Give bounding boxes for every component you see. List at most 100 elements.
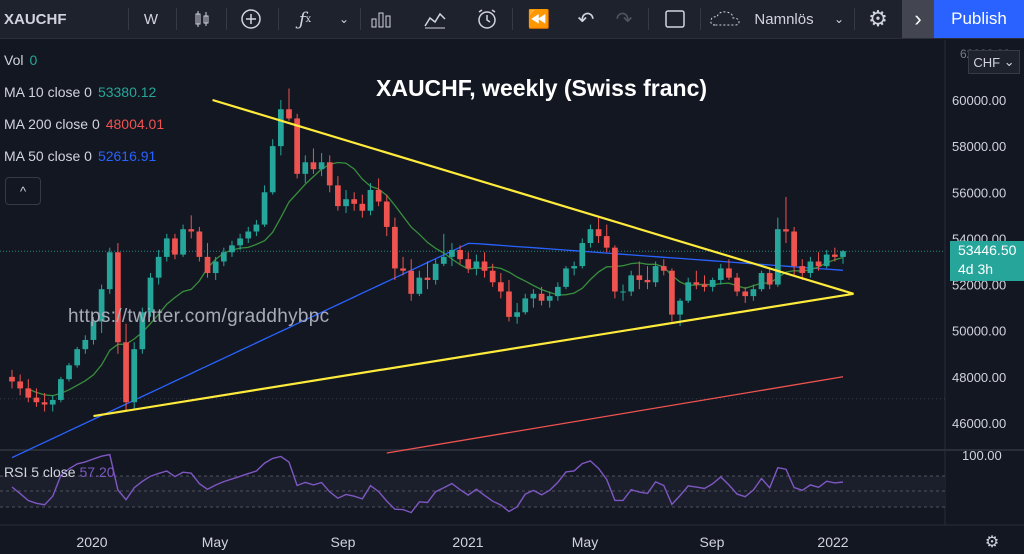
legend-vol-label: Vol [4,52,24,68]
candle-body [709,279,716,287]
candle-body [628,275,635,292]
toolbar-divider [176,8,177,30]
candle-body [823,254,830,267]
legend-ma10[interactable]: MA 10 close 0 53380.12 [4,84,156,100]
toolbar-divider [854,8,855,30]
candle-body [489,270,496,283]
candle-body [416,277,423,294]
candle-body [383,201,390,227]
candle-body [563,268,569,287]
candle-body [58,379,64,400]
legend-collapse-button[interactable]: ^ [5,177,41,205]
legend-ma50-value: 52616.91 [97,148,157,164]
candle-body [261,192,268,225]
time-tick-label: May [202,534,228,550]
candle-body [612,247,618,292]
add-compare-icon[interactable] [234,0,268,38]
lower-trendline [93,292,854,418]
candle-body [351,199,358,204]
legend-ma50[interactable]: MA 50 close 0 52616.91 [4,148,156,164]
candle-body [742,291,749,297]
cloud-icon [708,0,744,38]
publish-button[interactable]: Publish [934,0,1024,38]
candle-body [693,282,700,285]
candle-body [196,231,203,257]
rsi-tick-label: 100.00 [962,448,1002,463]
legend-rsi-value: 57.20 [79,464,115,480]
candle-body [392,226,398,269]
candle-body [644,279,651,283]
layout-name[interactable]: Namnlös [754,10,814,28]
candle-body [579,243,586,267]
legend-ma10-label: MA 10 close 0 [4,84,92,100]
redo-icon[interactable]: ↷ [615,8,633,31]
alert-icon[interactable] [472,0,502,38]
candle-body [497,282,504,292]
currency-selector[interactable]: CHF ⌄ [968,50,1020,74]
candle-body [188,229,195,232]
candle-body [603,236,610,248]
legend-ma50-label: MA 50 close 0 [4,148,92,164]
symbol-search[interactable]: XAUCHF [4,10,67,28]
price-tick-label: 56000.00 [952,185,1006,200]
chevron-right-icon[interactable]: › [902,0,934,38]
price-tick-label: 60000.00 [952,93,1006,108]
candle-body [139,312,146,350]
ma10-line [28,161,844,397]
interval-button[interactable]: W [143,10,159,28]
candle-body [375,189,382,202]
replay-icon[interactable]: ⏪ [527,8,551,29]
legend-ma200-value: 48004.01 [105,116,165,132]
candle-body [98,289,105,322]
toolbar-divider [648,8,649,30]
candle-body [123,342,129,403]
legend-rsi[interactable]: RSI 5 close 57.20 [4,464,115,480]
candle-body [522,298,529,313]
candle-body [457,249,463,260]
legend-rsi-label: RSI 5 close [4,464,76,480]
candle-body [400,268,406,271]
bar-style-icon[interactable] [366,0,396,38]
candle-body [326,162,333,186]
candle-body [163,238,170,257]
candle-body [481,261,488,271]
candle-body [783,229,789,232]
candle-body [49,399,56,405]
chevron-down-icon[interactable]: ⌄ [833,12,845,26]
candle-body [253,224,260,232]
candle-body [660,266,667,271]
undo-icon[interactable]: ↶ [577,8,595,31]
templates-icon[interactable] [420,0,450,38]
toolbar-divider [512,8,513,30]
candle-body [115,252,121,343]
time-tick-label: 2020 [76,534,107,550]
chevron-down-icon[interactable]: ⌄ [338,12,350,26]
candle-body [799,266,806,274]
candle-body [180,229,186,255]
ma200-line [386,376,844,454]
candle-body [595,229,602,237]
chart-settings-icon[interactable]: ⚙ [985,534,999,551]
candle-body [546,296,553,301]
legend-ma200[interactable]: MA 200 close 0 48004.01 [4,116,164,132]
candle-body [131,349,138,403]
chart-title: XAUCHF, weekly (Swiss franc) [376,75,708,101]
candle-body [367,189,374,211]
candle-body [766,273,773,285]
candle-body [440,256,447,264]
candle-body [237,238,243,246]
candle-body [9,376,15,382]
candle-body [449,249,455,257]
currency-label: CHF [973,54,1001,70]
candle-body [294,118,300,174]
settings-icon[interactable]: ⚙ [868,6,888,31]
fullscreen-icon[interactable] [660,0,690,38]
candles-icon[interactable] [186,0,218,38]
candle-body [506,291,512,317]
candle-body [229,245,235,253]
price-tick-label: 48000.00 [952,370,1006,385]
candle-body [310,162,317,170]
